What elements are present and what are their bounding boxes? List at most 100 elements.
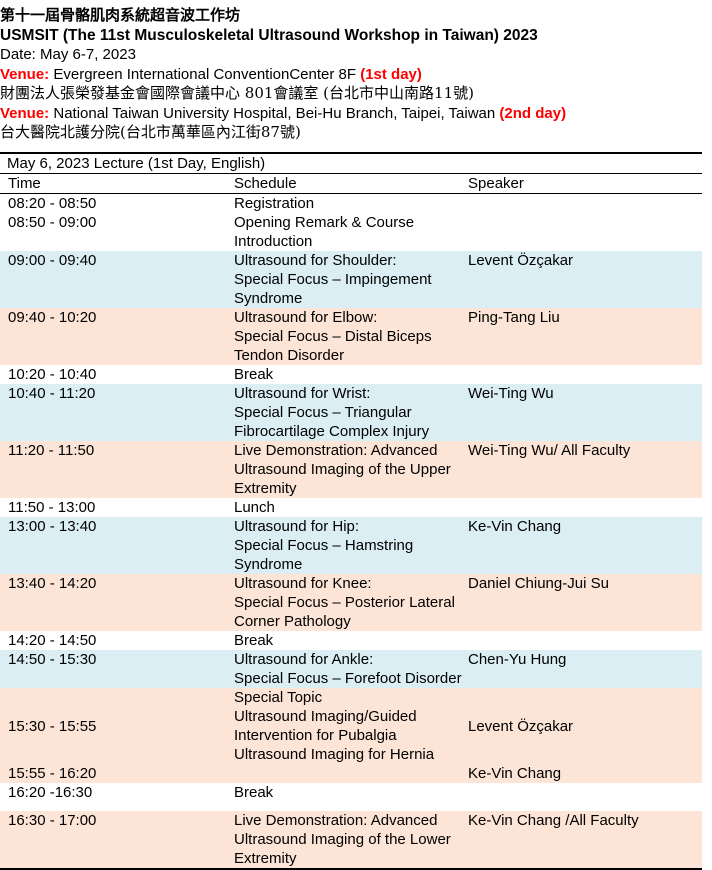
column-header-schedule: Schedule (234, 173, 468, 194)
schedule-cell: Ultrasound for Wrist: Special Focus – Tri… (234, 384, 468, 441)
speaker-cell: Daniel Chiung-Jui Su (468, 575, 609, 592)
time-cell: 15:55 - 16:20 (8, 765, 97, 782)
time-cell: 16:20 -16:30 (8, 784, 93, 801)
table-row: 10:20 - 10:40 Break (0, 365, 702, 384)
table-caption: May 6, 2023 Lecture (1st Day, English) (0, 152, 702, 174)
table-row: 14:20 - 14:50 Break (0, 631, 702, 650)
schedule-line: Live Demonstration: Advanced Ultrasound … (234, 812, 451, 867)
table-row: 11:20 - 11:50 Live Demonstration: Advance… (0, 441, 702, 498)
schedule-line: Break (234, 784, 274, 801)
event-date: Date: May 6-7, 2023 (0, 46, 136, 63)
schedule-line: Ultrasound for Wrist: (234, 385, 371, 402)
speaker-cell (468, 498, 702, 517)
time-cell: 15:30 - 15:55 (8, 717, 97, 735)
speaker-cell: Chen-Yu Hung (468, 651, 567, 668)
schedule-cell: Live Demonstration: Advanced Ultrasound … (234, 441, 468, 498)
schedule-line: Ultrasound for Shoulder: (234, 252, 397, 269)
speaker-cell: Ke-Vin Chang (468, 765, 562, 782)
table-row: 13:40 - 14:20 Ultrasound for Knee: Special… (0, 574, 702, 631)
schedule-cell: Lunch (234, 498, 468, 517)
time-cell: 09:40 - 10:20 (8, 309, 97, 326)
time-cell: 08:50 - 09:00 (8, 214, 97, 231)
schedule-line: Ultrasound Imaging/Guided Intervention f… (234, 708, 417, 744)
table-row: 15:30 - 15:55 Special Topic Ultrasound Ima… (0, 688, 702, 764)
table-row: 16:20 -16:30 Break (0, 783, 702, 811)
schedule-line: Special Focus – Hamstring Syndrome (234, 537, 414, 573)
venue-2-tag: (2nd day) (499, 104, 567, 122)
speaker-cell: Ping-Tang Liu (468, 309, 560, 326)
schedule-cell: Ultrasound for Hip: Special Focus – Hamst… (234, 517, 468, 574)
table-row: 09:40 - 10:20 Ultrasound for Elbow: Specia… (0, 308, 702, 365)
schedule-cell: Break (234, 631, 468, 650)
document-header: 第十一屆骨骼肌肉系統超音波工作坊 USMSIT (The 11st Muscul… (0, 6, 712, 143)
venue-1-chinese: 財團法人張榮發基金會國際會議中心 801會議室 (台北市中山南路11號) (0, 84, 474, 102)
speaker-cell: Wei-Ting Wu (468, 385, 554, 402)
speaker-cell (468, 194, 702, 214)
schedule-line: Ultrasound for Knee: (234, 575, 372, 592)
schedule-line: Special Focus – Distal Biceps Tendon Dis… (234, 328, 432, 364)
speaker-cell: Ke-Vin Chang /All Faculty (468, 811, 702, 870)
time-cell: 09:00 - 09:40 (8, 252, 97, 269)
venue-1-name: Evergreen International ConventionCenter… (49, 65, 361, 83)
venue-label: Venue: (0, 104, 50, 122)
schedule-line: Special Focus – Forefoot Disorder (234, 670, 462, 687)
schedule-cell: Ultrasound for Knee: Special Focus – Post… (234, 574, 468, 631)
schedule-cell: Live Demonstration: Advanced Ultrasound … (234, 811, 468, 870)
venue-1: Venue: Evergreen International Conventio… (0, 65, 712, 85)
time-cell: 11:20 - 11:50 (8, 442, 95, 459)
time-cell: 10:20 - 10:40 (8, 366, 97, 383)
time-cell: 08:20 - 08:50 (8, 195, 97, 212)
schedule-table: May 6, 2023 Lecture (1st Day, English) T… (0, 152, 702, 870)
time-cell: 11:50 - 13:00 (8, 499, 96, 516)
schedule-line: Special Focus – Posterior Lateral Corner… (234, 594, 455, 630)
table-caption-row: May 6, 2023 Lecture (1st Day, English) (0, 152, 702, 174)
table-header-row: Time Schedule Speaker (0, 173, 702, 194)
speaker-cell (468, 365, 702, 384)
schedule-line: Opening Remark & Course Introduction (234, 214, 415, 250)
table-row: 16:30 - 17:00 Live Demonstration: Advance… (0, 811, 702, 870)
speaker-cell (468, 631, 702, 650)
schedule-line: Special Topic (234, 689, 323, 706)
time-cell: 14:20 - 14:50 (8, 632, 97, 649)
time-cell: 14:50 - 15:30 (8, 651, 97, 668)
speaker-cell (468, 783, 702, 811)
schedule-line: Live Demonstration: Advanced Ultrasound … (234, 442, 451, 497)
venue-label: Venue: (0, 65, 50, 83)
speaker-cell: Ke-Vin Chang (468, 518, 562, 535)
time-cell: 16:30 - 17:00 (0, 811, 234, 870)
table-row: 10:40 - 11:20 Ultrasound for Wrist: Specia… (0, 384, 702, 441)
column-header-time: Time (0, 173, 234, 194)
column-header-speaker: Speaker (468, 173, 702, 194)
schedule-line: Break (234, 366, 274, 383)
speaker-cell (468, 213, 702, 251)
schedule-cell: Ultrasound for Elbow: Special Focus – Dis… (234, 308, 468, 365)
schedule-cell: Break (234, 783, 468, 811)
venue-2: Venue: National Taiwan University Hospit… (0, 104, 712, 124)
table-row: 11:50 - 13:00 Lunch (0, 498, 702, 517)
schedule-line: Ultrasound for Elbow: (234, 309, 378, 326)
schedule-cell: Ultrasound for Ankle: Special Focus – For… (234, 650, 468, 688)
title-chinese: 第十一屆骨骼肌肉系統超音波工作坊 (0, 6, 241, 24)
schedule-line: Registration (234, 195, 315, 212)
time-cell: 13:40 - 14:20 (8, 575, 97, 592)
schedule-cell: Ultrasound for Shoulder: Special Focus – … (234, 251, 468, 308)
schedule-line: Ultrasound for Ankle: (234, 651, 374, 668)
table-row: 13:00 - 13:40 Ultrasound for Hip: Special … (0, 517, 702, 574)
schedule-line: Special Focus – Triangular Fibrocartilag… (234, 404, 430, 440)
schedule-line: Ultrasound Imaging for Hernia (234, 746, 435, 763)
title-english: USMSIT (The 11st Musculoskeletal Ultraso… (0, 26, 538, 44)
schedule-cell: Special Topic Ultrasound Imaging/Guided I… (234, 688, 468, 764)
schedule-cell: Break (234, 365, 468, 384)
schedule-cell: Registration (234, 194, 468, 214)
table-row: 08:20 - 08:50 Registration (0, 194, 702, 214)
table-row: 08:50 - 09:00 Opening Remark & Course Int… (0, 213, 702, 251)
speaker-cell: Levent Özçakar (468, 717, 574, 735)
speaker-cell: Wei-Ting Wu/ All Faculty (468, 442, 631, 459)
schedule-line: Special Focus – Impingement Syndrome (234, 271, 432, 307)
time-cell: 10:40 - 11:20 (8, 385, 96, 402)
schedule-line: Break (234, 632, 274, 649)
schedule-cell: Opening Remark & Course Introduction (234, 213, 468, 251)
venue-2-name: National Taiwan University Hospital, Bei… (49, 104, 500, 122)
venue-2-chinese: 台大醫院北護分院(台北市萬華區內江街87號) (0, 123, 301, 141)
table-row: 15:55 - 16:20 Ke-Vin Chang (0, 764, 702, 783)
